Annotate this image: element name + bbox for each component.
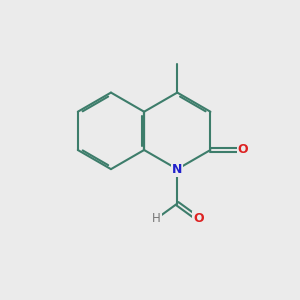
Text: H: H (152, 212, 161, 225)
Text: O: O (193, 212, 204, 225)
Text: O: O (238, 143, 248, 157)
Text: N: N (172, 163, 182, 176)
